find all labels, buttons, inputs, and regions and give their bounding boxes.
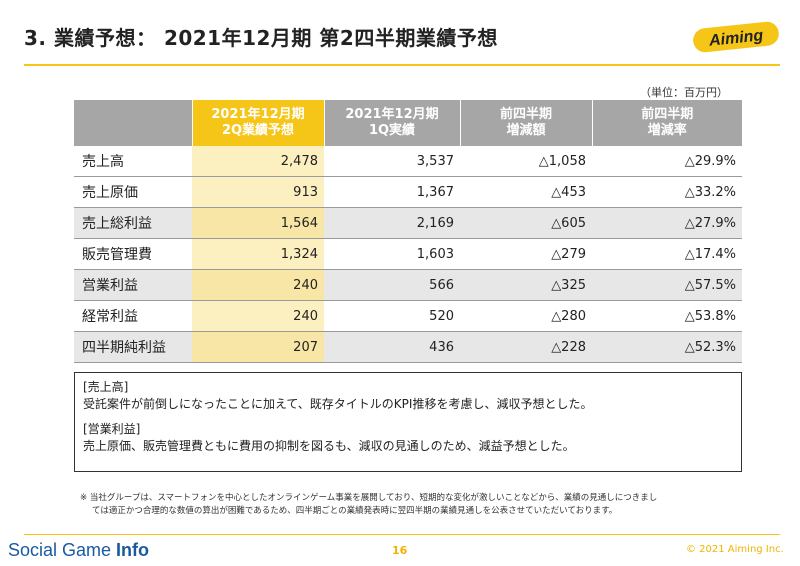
cell-diff: △279 (460, 238, 592, 270)
table-row: 売上総利益 1,564 2,169 △605 △27.9% (74, 207, 742, 239)
footnote-line-1: ※ 当社グループは、スマートフォンを中心としたオンラインゲーム事業を展開しており… (80, 493, 658, 503)
cell-actual: 1,367 (324, 176, 460, 208)
header-rate: 前四半期 増減率 (591, 100, 742, 146)
unit-label: （単位：百万円） (640, 86, 728, 99)
cell-diff: △325 (460, 269, 592, 301)
table-row: 販売管理費 1,324 1,603 △279 △17.4% (74, 238, 742, 270)
cell-forecast: 207 (192, 331, 324, 363)
brand-bold: Info (116, 540, 150, 560)
aiming-logo: Aiming (693, 21, 779, 53)
notes-box: [売上高] 受託案件が前倒しになったことに加えて、既存タイトルのKPI推移を考慮… (74, 372, 742, 472)
cell-diff: △605 (460, 207, 592, 239)
table-row: 営業利益 240 566 △325 △57.5% (74, 269, 742, 301)
brand-light: Social Game (8, 540, 117, 560)
notes-heading-sales: [売上高] (83, 380, 129, 394)
header-blank (74, 100, 192, 146)
cell-forecast: 1,564 (192, 207, 324, 239)
row-label: 売上原価 (74, 176, 192, 208)
table-row: 四半期純利益 207 436 △228 △52.3% (74, 331, 742, 363)
title-rule (24, 64, 780, 66)
cell-diff: △1,058 (460, 146, 592, 177)
row-label: 経常利益 (74, 300, 192, 332)
cell-actual: 520 (324, 300, 460, 332)
cell-diff: △228 (460, 331, 592, 363)
cell-rate: △53.8% (592, 300, 742, 332)
cell-forecast: 1,324 (192, 238, 324, 270)
footnote: ※ 当社グループは、スマートフォンを中心としたオンラインゲーム事業を展開しており… (80, 492, 740, 518)
table-header-row: 2021年12月期 2Q業績予想 2021年12月期 1Q実績 前四半期 増減額 前四… (74, 100, 742, 146)
cell-rate: △52.3% (592, 331, 742, 363)
notes-text-sales: 受託案件が前倒しになったことに加えて、既存タイトルのKPI推移を考慮し、減収予想… (83, 397, 593, 411)
cell-diff: △280 (460, 300, 592, 332)
cell-rate: △57.5% (592, 269, 742, 301)
header-forecast: 2021年12月期 2Q業績予想 (191, 100, 324, 146)
cell-rate: △29.9% (592, 146, 742, 177)
header-diff: 前四半期 増減額 (459, 100, 592, 146)
forecast-table: 2021年12月期 2Q業績予想 2021年12月期 1Q実績 前四半期 増減額 前四… (74, 100, 742, 363)
row-label: 販売管理費 (74, 238, 192, 270)
row-label: 売上高 (74, 146, 192, 177)
cell-diff: △453 (460, 176, 592, 208)
table-row: 経常利益 240 520 △280 △53.8% (74, 300, 742, 332)
notes-text-operating-profit: 売上原価、販売管理費ともに費用の抑制を図るも、減収の見通しのため、減益予想とした… (83, 439, 575, 453)
cell-rate: △33.2% (592, 176, 742, 208)
page-number: 16 (392, 544, 408, 557)
cell-rate: △17.4% (592, 238, 742, 270)
page-title: 3. 業績予想： 2021年12月期 第2四半期業績予想 (24, 26, 498, 50)
header-actual: 2021年12月期 1Q実績 (323, 100, 460, 146)
cell-actual: 2,169 (324, 207, 460, 239)
row-label: 売上総利益 (74, 207, 192, 239)
cell-actual: 3,537 (324, 146, 460, 177)
cell-forecast: 2,478 (192, 146, 324, 177)
svg-text:Aiming: Aiming (707, 27, 764, 50)
cell-rate: △27.9% (592, 207, 742, 239)
table-row: 売上高 2,478 3,537 △1,058 △29.9% (74, 146, 742, 177)
cell-actual: 436 (324, 331, 460, 363)
row-label: 四半期純利益 (74, 331, 192, 363)
cell-actual: 1,603 (324, 238, 460, 270)
footnote-line-2: ては適正かつ合理的な数値の算出が困難であるため、四半期ごとの業績発表時に翌四半期… (92, 506, 618, 516)
footer-rule (24, 534, 780, 535)
social-game-info-logo: Social Game Info (8, 540, 149, 561)
cell-forecast: 913 (192, 176, 324, 208)
cell-forecast: 240 (192, 269, 324, 301)
table-row: 売上原価 913 1,367 △453 △33.2% (74, 176, 742, 208)
cell-forecast: 240 (192, 300, 324, 332)
cell-actual: 566 (324, 269, 460, 301)
row-label: 営業利益 (74, 269, 192, 301)
notes-heading-operating-profit: [営業利益] (83, 422, 141, 436)
copyright: © 2021 Aiming Inc. (686, 544, 784, 555)
